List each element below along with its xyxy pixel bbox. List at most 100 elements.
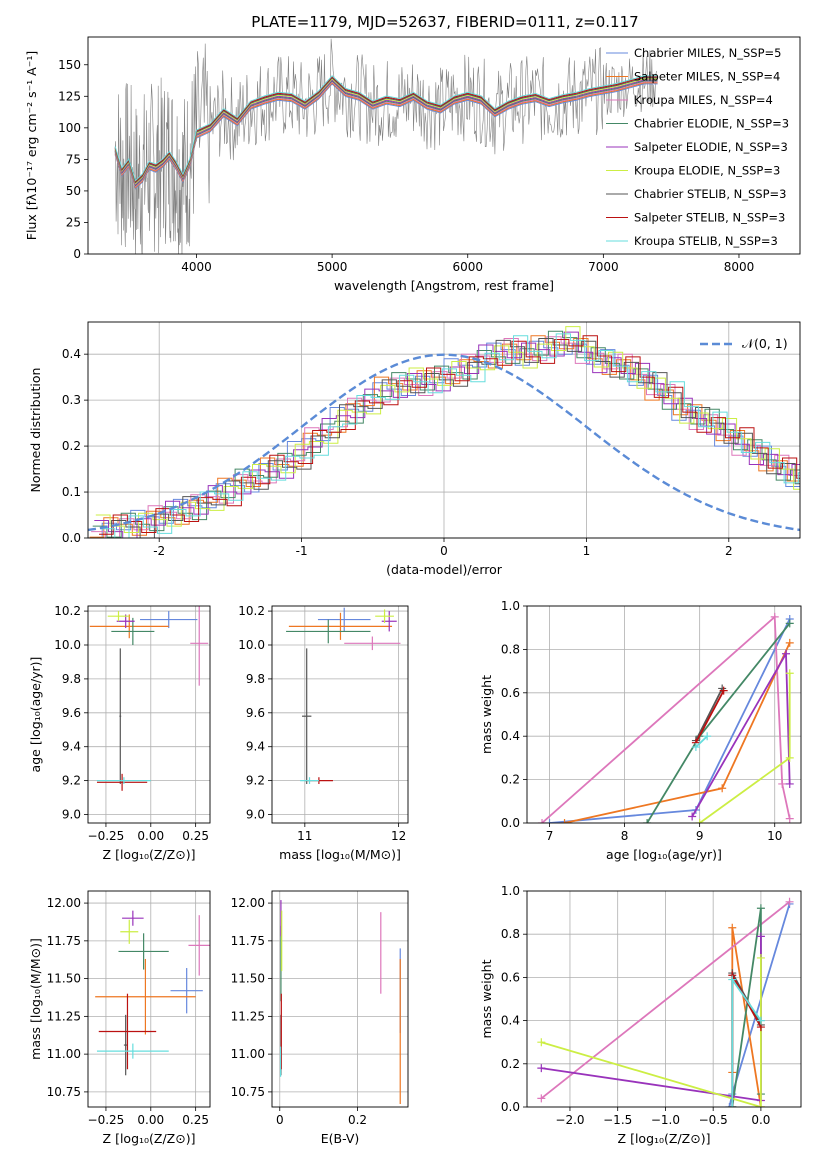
age-vs-z-plot: [90, 601, 208, 791]
weight-vs-age-plot: [538, 613, 794, 827]
residuals-ytick-label: 0.0: [62, 531, 81, 545]
residuals-xtick-label: 0: [440, 544, 448, 558]
residuals-ytick-label: 0.2: [62, 439, 81, 453]
weight-point-marker: [786, 639, 794, 647]
weight-vs-age-ytick-label: 0.0: [501, 816, 520, 830]
weight-vs-age-xlabel: age [log₁₀(age/yr)]: [606, 847, 722, 862]
mass-vs-z-xtick-label: 0.25: [182, 1113, 209, 1127]
legend-entry: Kroupa STELIB, N_SSP=3: [634, 234, 778, 248]
weight-point-marker: [537, 1064, 545, 1072]
spectrum-xtick-label: 6000: [452, 260, 483, 274]
legend-entry: Chabrier MILES, N_SSP=5: [634, 46, 781, 60]
age-vs-mass-ytick-label: 10.2: [238, 604, 265, 618]
residuals-ylabel: Normed distribution: [28, 368, 43, 493]
age-vs-z-ylabel: age [log₁₀(age/yr)]: [28, 657, 43, 773]
mass-vs-z-plot: [95, 911, 210, 1076]
weight-series-line: [696, 691, 724, 743]
age-vs-mass-ytick-label: 10.0: [238, 638, 265, 652]
weight-vs-z-ylabel: mass weight: [479, 959, 494, 1038]
weight-point-marker: [778, 780, 786, 788]
spectrum-ytick-label: 125: [58, 89, 81, 103]
weight-vs-z-xtick-label: −0.5: [699, 1113, 728, 1127]
weight-vs-z-ytick-label: 0.6: [501, 970, 520, 984]
weight-series-line: [732, 973, 761, 1107]
mass-vs-z-ytick-label: 11.25: [47, 1009, 81, 1023]
spectrum-xtick-label: 5000: [317, 260, 348, 274]
weight-vs-z-ytick-label: 0.2: [501, 1057, 520, 1071]
spectrum-ytick-label: 100: [58, 121, 81, 135]
age-vs-mass-ytick-label: 9.8: [246, 672, 265, 686]
age-vs-z-ytick-label: 10.0: [54, 638, 81, 652]
age-vs-z-xtick-label: −0.25: [88, 829, 125, 843]
age-vs-mass-xtick-label: 12: [391, 829, 406, 843]
legend-entry: Salpeter MILES, N_SSP=4: [634, 70, 780, 84]
age-vs-mass-xlabel: mass [log₁₀(M/M⊙)]: [279, 847, 401, 862]
mass-vs-ebv-ytick-label: 11.50: [231, 972, 265, 986]
mass-vs-ebv-ytick-label: 12.00: [231, 896, 265, 910]
spectrum-observed-line: [115, 39, 657, 263]
weight-point-marker: [718, 684, 726, 692]
spectrum-ylabel: Flux [fλ10⁻¹⁷ erg cm⁻² s⁻¹ A⁻¹]: [24, 51, 39, 240]
age-vs-mass-xtick-label: 11: [297, 829, 312, 843]
mass-vs-ebv-plot: [281, 900, 401, 1104]
age-vs-z-ytick-label: 9.6: [62, 706, 81, 720]
mass-vs-ebv-ytick-label: 11.25: [231, 1009, 265, 1023]
weight-vs-z-xtick-label: −1.5: [603, 1113, 632, 1127]
age-vs-z-xtick-label: 0.25: [182, 829, 209, 843]
spectrum-xtick-label: 7000: [588, 260, 619, 274]
weight-vs-age-ylabel: mass weight: [479, 675, 494, 754]
age-vs-mass-ytick-label: 9.0: [246, 808, 265, 822]
weight-vs-age-ytick-label: 0.4: [501, 729, 520, 743]
age-vs-z-ytick-label: 9.0: [62, 808, 81, 822]
weight-series-line: [541, 936, 761, 1100]
age-vs-z-grid: [88, 606, 210, 823]
mass-vs-z-xtick-label: 0.00: [137, 1113, 164, 1127]
legend-entry: Chabrier ELODIE, N_SSP=3: [634, 117, 789, 131]
legend-entry: Chabrier STELIB, N_SSP=3: [634, 187, 786, 201]
weight-series-line: [732, 980, 761, 1107]
mass-vs-z-ytick-label: 11.50: [47, 972, 81, 986]
legend-entry: Salpeter STELIB, N_SSP=3: [634, 211, 785, 225]
weight-vs-age-xtick-label: 9: [696, 829, 704, 843]
weight-vs-age-ytick-label: 1.0: [501, 599, 520, 613]
residuals-ytick-label: 0.4: [62, 347, 81, 361]
weight-point-marker: [718, 784, 726, 792]
age-vs-z-xlabel: Z [log₁₀(Z/Z⊙)]: [103, 847, 196, 862]
mass-vs-z-xlabel: Z [log₁₀(Z/Z⊙)]: [103, 1131, 196, 1146]
mass-vs-z-grid: [88, 891, 210, 1107]
residuals-xtick-label: 1: [583, 544, 591, 558]
weight-point-marker: [786, 815, 794, 823]
age-vs-z-ytick-label: 9.8: [62, 672, 81, 686]
weight-vs-z-xtick-label: −1.0: [651, 1113, 680, 1127]
weight-vs-age-xtick-label: 8: [621, 829, 629, 843]
mass-vs-ebv-ytick-label: 11.75: [231, 934, 265, 948]
residuals-plot: [88, 327, 819, 538]
age-vs-mass-ytick-label: 9.2: [246, 774, 265, 788]
age-vs-mass-plot: [286, 608, 400, 784]
mass-vs-z-ytick-label: 11.00: [47, 1047, 81, 1061]
mass-vs-ebv-xtick-label: 0.2: [348, 1113, 367, 1127]
weight-vs-age-ytick-label: 0.2: [501, 773, 520, 787]
weight-series-line: [700, 673, 790, 823]
spectrum-xtick-label: 8000: [724, 260, 755, 274]
weight-vs-z-xtick-label: 0.0: [751, 1113, 770, 1127]
weight-vs-z-ytick-label: 0.0: [501, 1100, 520, 1114]
mass-vs-ebv-ytick-label: 10.75: [231, 1085, 265, 1099]
residuals-ytick-label: 0.3: [62, 393, 81, 407]
weight-point-marker: [688, 812, 696, 820]
mass-vs-z-ytick-label: 11.75: [47, 934, 81, 948]
weight-vs-z-xtick-label: −2.0: [555, 1113, 584, 1127]
weight-vs-age-ytick-label: 0.8: [501, 642, 520, 656]
mass-vs-z-ytick-label: 10.75: [47, 1085, 81, 1099]
residuals-xlabel: (data-model)/error: [386, 562, 503, 577]
mass-vs-z-ytick-label: 12.00: [47, 896, 81, 910]
age-vs-z-ytick-label: 9.4: [62, 740, 81, 754]
weight-point-marker: [786, 780, 794, 788]
weight-vs-z-ytick-label: 0.8: [501, 927, 520, 941]
spectrum-plot: [115, 39, 658, 263]
